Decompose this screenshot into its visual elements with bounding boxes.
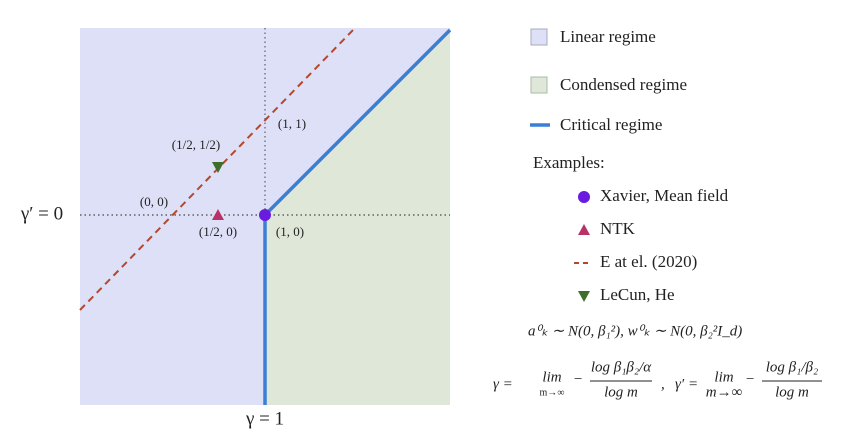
legend-label: Linear regime bbox=[560, 27, 656, 46]
point-label: (0, 0) bbox=[140, 194, 168, 209]
point-label: (1, 1) bbox=[278, 116, 306, 131]
formula-part: , bbox=[661, 376, 665, 392]
formula-part: − bbox=[745, 371, 755, 387]
legend-swatch bbox=[530, 76, 548, 94]
legend-label: Critical regime bbox=[560, 115, 662, 134]
axis-label: γ = 1 bbox=[245, 408, 284, 429]
lecun-point bbox=[212, 162, 224, 173]
formula-part: γ = bbox=[493, 376, 513, 392]
point-label: (1/2, 0) bbox=[199, 224, 237, 239]
example-marker bbox=[578, 224, 590, 235]
point-label: (1, 0) bbox=[276, 224, 304, 239]
examples-title: Examples: bbox=[533, 153, 605, 172]
example-label: Xavier, Mean field bbox=[600, 186, 729, 205]
example-marker bbox=[578, 291, 590, 302]
formula-part: log β₁/β₂ bbox=[766, 359, 818, 375]
axis-label: γ′ = 0 bbox=[20, 203, 63, 224]
legend-swatch bbox=[530, 28, 548, 46]
example-label: E at el. (2020) bbox=[600, 252, 697, 271]
example-label: NTK bbox=[600, 219, 636, 238]
formula-part: lim bbox=[542, 369, 561, 385]
formula-part: m→∞ bbox=[706, 384, 743, 400]
ntk-point bbox=[212, 209, 224, 220]
example-label: LeCun, He bbox=[600, 285, 675, 304]
formula-part: log m bbox=[604, 384, 638, 400]
formula: a⁰ₖ ∼ N(0, β₁²), w⁰ₖ ∼ N(0, β₂²I_d) bbox=[528, 323, 742, 339]
formula-part: log β₁β₂/α bbox=[591, 359, 652, 375]
formula-part: − bbox=[573, 371, 583, 387]
formula-part: lim bbox=[714, 369, 733, 385]
formula-part: m→∞ bbox=[540, 387, 565, 398]
condensed-region bbox=[265, 30, 450, 405]
xavier-point bbox=[259, 209, 271, 221]
point-label: (1/2, 1/2) bbox=[172, 137, 220, 152]
example-marker bbox=[578, 191, 590, 203]
legend-label: Condensed regime bbox=[560, 75, 687, 94]
formula-part: log m bbox=[775, 384, 809, 400]
formula-part: γ′ = bbox=[675, 376, 698, 392]
